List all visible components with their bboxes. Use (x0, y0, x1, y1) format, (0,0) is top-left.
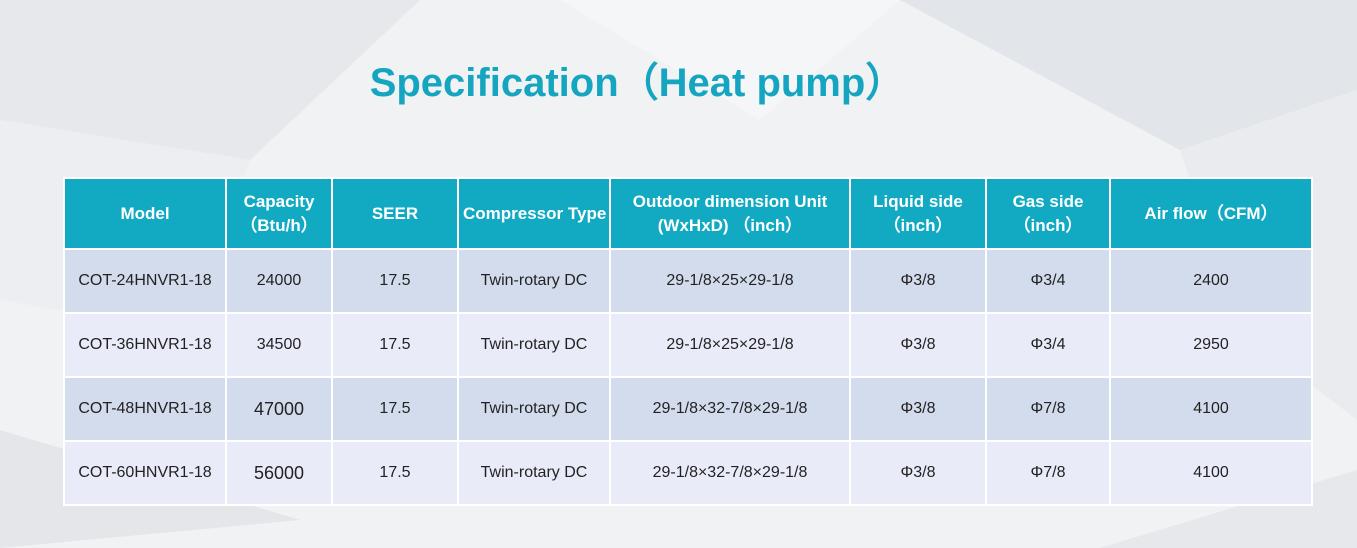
header-capacity: Capacity （Btu/h） (226, 178, 332, 249)
cell-compressor: Twin-rotary DC (458, 249, 610, 313)
cell-compressor: Twin-rotary DC (458, 313, 610, 377)
cell-model: COT-48HNVR1-18 (64, 377, 226, 441)
table-row: COT-36HNVR1-18 34500 17.5 Twin-rotary DC… (64, 313, 1312, 377)
table-row: COT-48HNVR1-18 47000 17.5 Twin-rotary DC… (64, 377, 1312, 441)
cell-dimension: 29-1/8×32-7/8×29-1/8 (610, 441, 850, 505)
cell-dimension: 29-1/8×25×29-1/8 (610, 249, 850, 313)
table-header-row: Model Capacity （Btu/h） SEER Compressor Ty… (64, 178, 1312, 249)
cell-dimension: 29-1/8×32-7/8×29-1/8 (610, 377, 850, 441)
cell-air-flow: 2400 (1110, 249, 1312, 313)
cell-air-flow: 4100 (1110, 377, 1312, 441)
cell-capacity: 24000 (226, 249, 332, 313)
header-compressor-type: Compressor Type (458, 178, 610, 249)
spec-table: Model Capacity （Btu/h） SEER Compressor Ty… (63, 177, 1313, 506)
table-row: COT-24HNVR1-18 24000 17.5 Twin-rotary DC… (64, 249, 1312, 313)
cell-model: COT-36HNVR1-18 (64, 313, 226, 377)
header-model: Model (64, 178, 226, 249)
cell-gas-side: Φ3/4 (986, 313, 1110, 377)
cell-gas-side: Φ7/8 (986, 441, 1110, 505)
cell-air-flow: 2950 (1110, 313, 1312, 377)
cell-seer: 17.5 (332, 313, 458, 377)
cell-gas-side: Φ7/8 (986, 377, 1110, 441)
cell-liquid-side: Φ3/8 (850, 377, 986, 441)
cell-capacity: 34500 (226, 313, 332, 377)
header-gas-side: Gas side （inch） (986, 178, 1110, 249)
header-air-flow: Air flow（CFM） (1110, 178, 1312, 249)
cell-seer: 17.5 (332, 441, 458, 505)
table-row: COT-60HNVR1-18 56000 17.5 Twin-rotary DC… (64, 441, 1312, 505)
cell-gas-side: Φ3/4 (986, 249, 1110, 313)
cell-liquid-side: Φ3/8 (850, 249, 986, 313)
cell-air-flow: 4100 (1110, 441, 1312, 505)
cell-model: COT-24HNVR1-18 (64, 249, 226, 313)
cell-compressor: Twin-rotary DC (458, 377, 610, 441)
cell-liquid-side: Φ3/8 (850, 441, 986, 505)
cell-seer: 17.5 (332, 249, 458, 313)
cell-capacity: 47000 (226, 377, 332, 441)
cell-dimension: 29-1/8×25×29-1/8 (610, 313, 850, 377)
header-liquid-side: Liquid side （inch） (850, 178, 986, 249)
cell-seer: 17.5 (332, 377, 458, 441)
header-outdoor-dimension: Outdoor dimension Unit (WxHxD) （inch） (610, 178, 850, 249)
cell-compressor: Twin-rotary DC (458, 441, 610, 505)
cell-liquid-side: Φ3/8 (850, 313, 986, 377)
header-seer: SEER (332, 178, 458, 249)
page-title: Specification（Heat pump） (0, 50, 1275, 108)
cell-capacity: 56000 (226, 441, 332, 505)
cell-model: COT-60HNVR1-18 (64, 441, 226, 505)
